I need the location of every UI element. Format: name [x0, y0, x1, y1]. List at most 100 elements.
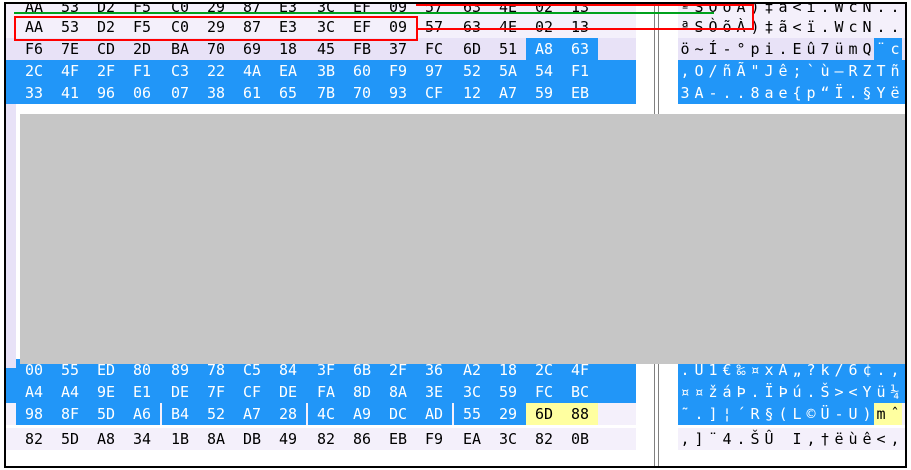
- hex-byte[interactable]: E1: [124, 381, 160, 403]
- hex-byte[interactable]: 82: [24, 430, 44, 448]
- ascii-char[interactable]: ë: [888, 82, 902, 104]
- hex-byte[interactable]: FC: [526, 381, 562, 403]
- hex-byte[interactable]: 96: [88, 82, 124, 104]
- hex-byte[interactable]: F6: [24, 40, 44, 58]
- hex-byte[interactable]: EA: [270, 60, 306, 82]
- ascii-char[interactable]: (: [776, 403, 790, 425]
- hex-byte[interactable]: 61: [234, 82, 270, 104]
- ascii-char[interactable]: ž: [706, 381, 720, 403]
- ascii-char[interactable]: ]: [694, 430, 704, 448]
- hex-byte[interactable]: DB: [242, 430, 262, 448]
- ascii-char[interactable]: ~: [694, 40, 704, 58]
- ascii-char[interactable]: Ï: [762, 381, 776, 403]
- hex-byte[interactable]: 45: [316, 40, 336, 58]
- ascii-char[interactable]: 6: [846, 359, 860, 381]
- ascii-char[interactable]: i: [764, 40, 774, 58]
- ascii-char[interactable]: Ü: [818, 403, 832, 425]
- hex-byte[interactable]: FC: [424, 40, 444, 58]
- hex-byte[interactable]: 38: [198, 82, 234, 104]
- hex-byte[interactable]: A8: [526, 38, 562, 60]
- hex-byte[interactable]: 98: [16, 403, 52, 425]
- hex-byte[interactable]: 6D: [526, 403, 562, 425]
- hex-bytes-cell-group[interactable]: 33 41 96 06 07 38 61 65 7B 70 93 CF 12 A7 59 EB: [16, 82, 636, 104]
- ascii-char[interactable]: ù: [848, 430, 858, 448]
- hex-byte[interactable]: EA: [462, 430, 482, 448]
- ascii-char[interactable]: Ò: [708, 2, 718, 16]
- hex-byte[interactable]: 8D: [344, 381, 380, 403]
- ascii-char[interactable]: Y: [860, 381, 874, 403]
- hex-byte[interactable]: 06: [124, 82, 160, 104]
- hex-byte[interactable]: 70: [206, 40, 226, 58]
- ascii-char[interactable]: õ: [722, 18, 732, 36]
- ascii-char[interactable]: À: [736, 18, 746, 36]
- hex-byte[interactable]: 80: [124, 359, 160, 381]
- ascii-char[interactable]: >: [832, 381, 846, 403]
- hex-byte[interactable]: A7: [490, 82, 526, 104]
- hex-byte[interactable]: 29: [490, 403, 526, 425]
- hex-byte[interactable]: F9: [424, 430, 444, 448]
- hex-byte[interactable]: 4A: [234, 60, 270, 82]
- hex-byte[interactable]: 57: [424, 18, 444, 36]
- hex-byte[interactable]: A8: [96, 430, 116, 448]
- hex-byte[interactable]: 18: [490, 359, 526, 381]
- ascii-char[interactable]: ): [860, 403, 874, 425]
- hex-row[interactable]: F6 7E CD 2D BA 70 69 18 45 FB 37 FC 6D 51 A8 63 ö ~ Í - ° p i.…: [16, 38, 905, 60]
- ascii-char[interactable]: ,: [890, 430, 900, 448]
- ascii-char[interactable]: À: [736, 2, 746, 16]
- ascii-char[interactable]: U: [692, 359, 706, 381]
- ascii-char[interactable]: á: [720, 381, 734, 403]
- ascii-char[interactable]: ª: [680, 2, 690, 16]
- hex-byte[interactable]: 63: [562, 38, 598, 60]
- ascii-char[interactable]: L: [790, 403, 804, 425]
- ascii-char[interactable]: Û: [764, 430, 774, 448]
- ascii-char[interactable]: ¢: [860, 359, 874, 381]
- ascii-char[interactable]: .: [876, 2, 886, 16]
- ascii-char[interactable]: —: [832, 60, 846, 82]
- ascii-char[interactable]: a: [762, 82, 776, 104]
- hex-byte[interactable]: 51: [498, 40, 518, 58]
- hex-byte[interactable]: 00: [16, 359, 52, 381]
- ascii-char[interactable]: ê: [862, 430, 872, 448]
- hex-byte[interactable]: EB: [388, 430, 408, 448]
- hex-byte[interactable]: 41: [52, 82, 88, 104]
- ascii-char[interactable]: ¦: [720, 403, 734, 425]
- hex-byte[interactable]: 07: [162, 82, 198, 104]
- hex-byte[interactable]: 60: [344, 60, 380, 82]
- hex-byte[interactable]: F1: [562, 60, 598, 82]
- ascii-char[interactable]: -: [832, 403, 846, 425]
- hex-byte[interactable]: 22: [198, 60, 234, 82]
- hex-byte[interactable]: 93: [380, 82, 416, 104]
- ascii-char[interactable]: Z: [860, 60, 874, 82]
- hex-byte[interactable]: 28: [270, 403, 306, 425]
- hex-byte[interactable]: 59: [526, 82, 562, 104]
- ascii-char[interactable]: ï: [806, 2, 816, 16]
- hex-byte[interactable]: 2F: [88, 60, 124, 82]
- hex-byte[interactable]: AA: [24, 18, 44, 36]
- hex-byte[interactable]: 5A: [490, 60, 526, 82]
- ascii-char[interactable]: .: [890, 2, 900, 16]
- ascii-char[interactable]: ñ: [720, 60, 734, 82]
- hex-byte[interactable]: AD: [416, 403, 452, 425]
- ascii-char[interactable]: û: [806, 40, 816, 58]
- ascii-char[interactable]: <: [792, 18, 802, 36]
- hex-byte[interactable]: DE: [270, 381, 306, 403]
- ascii-char[interactable]: .: [820, 18, 830, 36]
- ascii-char[interactable]: .: [734, 82, 748, 104]
- hex-byte[interactable]: 5D: [60, 430, 80, 448]
- ascii-char[interactable]: .: [692, 403, 706, 425]
- hex-byte[interactable]: 59: [490, 381, 526, 403]
- ascii-char[interactable]: .: [820, 2, 830, 16]
- ascii-char[interactable]: .: [804, 381, 818, 403]
- ascii-char[interactable]: €: [720, 359, 734, 381]
- hex-byte[interactable]: CD: [96, 40, 116, 58]
- ascii-char[interactable]: m: [874, 403, 888, 425]
- hex-byte[interactable]: 82: [534, 430, 554, 448]
- ascii-char[interactable]: °: [736, 40, 746, 58]
- hex-byte[interactable]: 18: [278, 40, 298, 58]
- hex-byte[interactable]: 8F: [52, 403, 88, 425]
- ascii-char[interactable]: <: [876, 430, 886, 448]
- ascii-cell-group[interactable]: ,] ¨ 4. Š Û I, † ë ù ê <,: [678, 428, 905, 450]
- ascii-char[interactable]: N: [862, 18, 872, 36]
- ascii-cell-group[interactable]: ˜.] ¦ ´ R §(L © Ü - U) m ˆ: [678, 403, 905, 425]
